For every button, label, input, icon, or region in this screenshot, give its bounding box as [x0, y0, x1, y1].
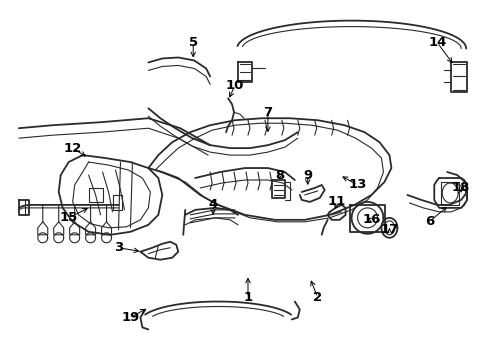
Text: 4: 4 — [209, 198, 218, 211]
Text: 5: 5 — [189, 36, 198, 49]
Text: 1: 1 — [244, 291, 252, 304]
Text: 9: 9 — [303, 168, 312, 181]
Text: 6: 6 — [425, 215, 434, 228]
Text: 3: 3 — [114, 241, 123, 254]
Text: 13: 13 — [348, 179, 367, 192]
Text: 7: 7 — [263, 106, 272, 119]
Text: 18: 18 — [452, 181, 470, 194]
Text: 17: 17 — [380, 223, 398, 236]
Text: 15: 15 — [60, 211, 78, 224]
Text: 2: 2 — [313, 291, 322, 304]
Text: 12: 12 — [64, 141, 82, 155]
Text: 11: 11 — [327, 195, 346, 208]
Text: 14: 14 — [428, 36, 446, 49]
Text: 10: 10 — [226, 79, 244, 92]
Text: 19: 19 — [122, 311, 140, 324]
Text: 8: 8 — [275, 168, 285, 181]
Text: 16: 16 — [362, 213, 381, 226]
